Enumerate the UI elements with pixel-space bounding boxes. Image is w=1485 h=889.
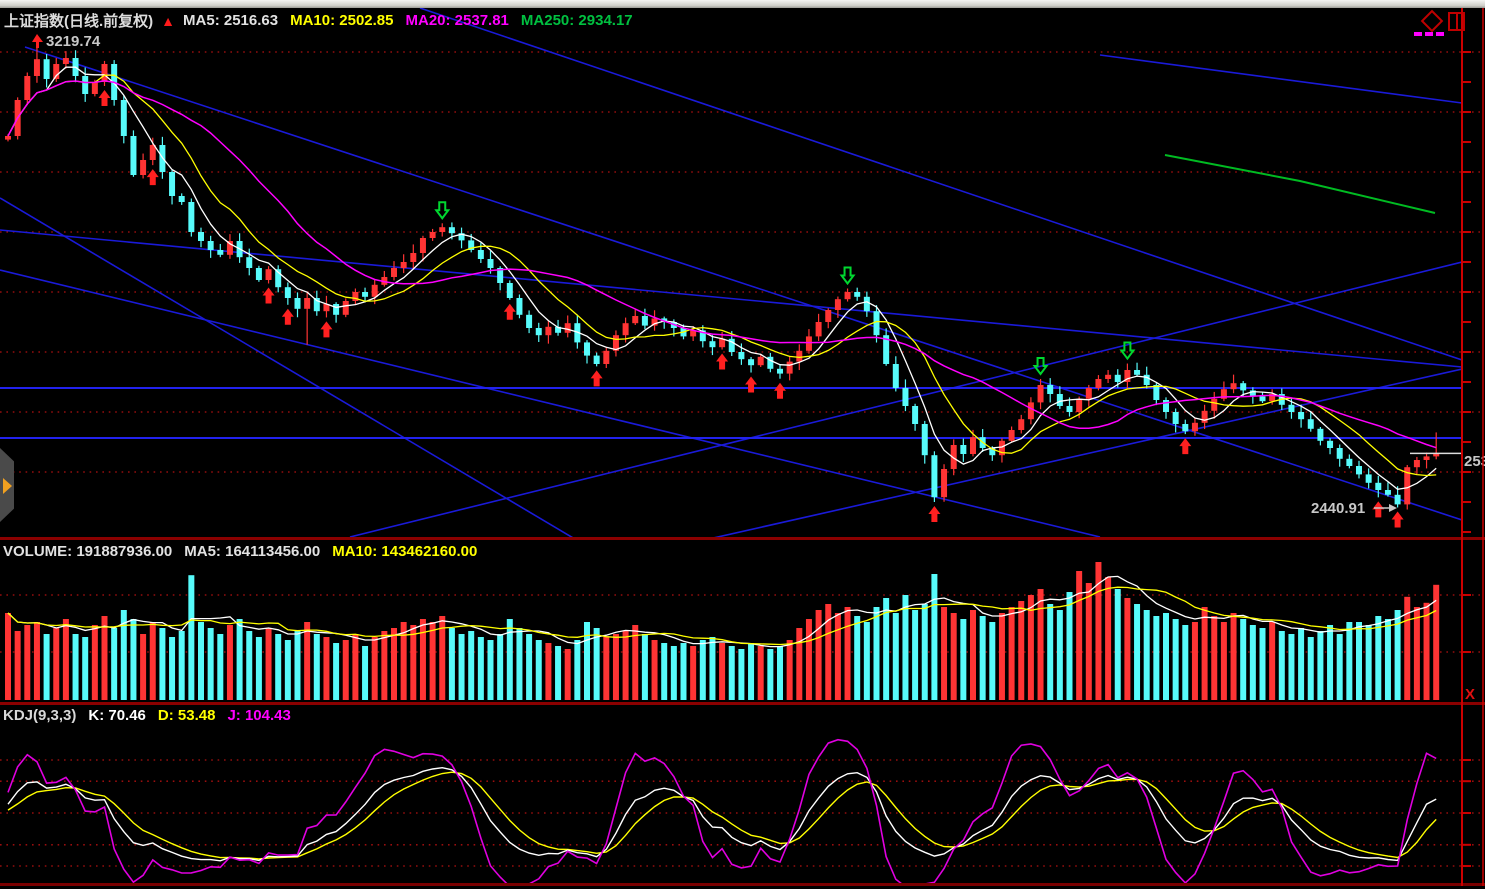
badge: D: 53.48	[157, 707, 216, 724]
badge: MA250: 2934.17	[520, 12, 633, 29]
ellipsis-dot-icon[interactable]	[1425, 32, 1433, 36]
instrument-title: 上证指数(日线.前复权)	[4, 13, 154, 30]
kdj-badges: KDJ(9,3,3) K: 70.46 D: 53.48 J: 104.43	[3, 707, 303, 724]
window-top-strip	[0, 0, 1485, 8]
volume-badges: VOLUME: 191887936.00 MA5: 164113456.00 MA1…	[3, 543, 489, 560]
window-layout-icon[interactable]	[1448, 12, 1465, 31]
svg-text:2531: 2531	[1464, 453, 1485, 470]
svg-text:3219.74: 3219.74	[46, 33, 101, 50]
badge: KDJ(9,3,3)	[3, 707, 77, 724]
ellipsis-dot-icon[interactable]	[1436, 32, 1444, 36]
kdj-header: KDJ(9,3,3) K: 70.46 D: 53.48 J: 104.43	[3, 707, 303, 724]
ma-badges: MA5: 2516.63 MA10: 2502.85 MA20: 2537.81 MA…	[183, 12, 645, 29]
badge: K: 70.46	[88, 707, 146, 724]
main-chart-header: 上证指数(日线.前复权) ▲ MA5: 2516.63 MA10: 2502.85…	[4, 10, 645, 31]
badge: MA5: 164113456.00	[184, 543, 321, 560]
badge: MA5: 2516.63	[183, 12, 279, 29]
sidebar-expander-handle[interactable]	[0, 448, 14, 522]
badge: MA20: 2537.81	[405, 12, 509, 29]
volume-header: VOLUME: 191887936.00 MA5: 164113456.00 MA1…	[3, 543, 489, 560]
badge: MA10: 143462160.00	[332, 543, 478, 560]
badge: VOLUME: 191887936.00	[3, 543, 173, 560]
svg-text:2440.91: 2440.91	[1311, 500, 1365, 517]
ellipsis-dot-icon[interactable]	[1414, 32, 1422, 36]
badge: MA10: 2502.85	[290, 12, 394, 29]
indicator-close-button[interactable]: X	[1465, 686, 1476, 703]
badge: J: 104.43	[227, 707, 291, 724]
expand-arrow-icon	[3, 478, 12, 494]
up-arrow-icon: ▲	[161, 12, 176, 29]
